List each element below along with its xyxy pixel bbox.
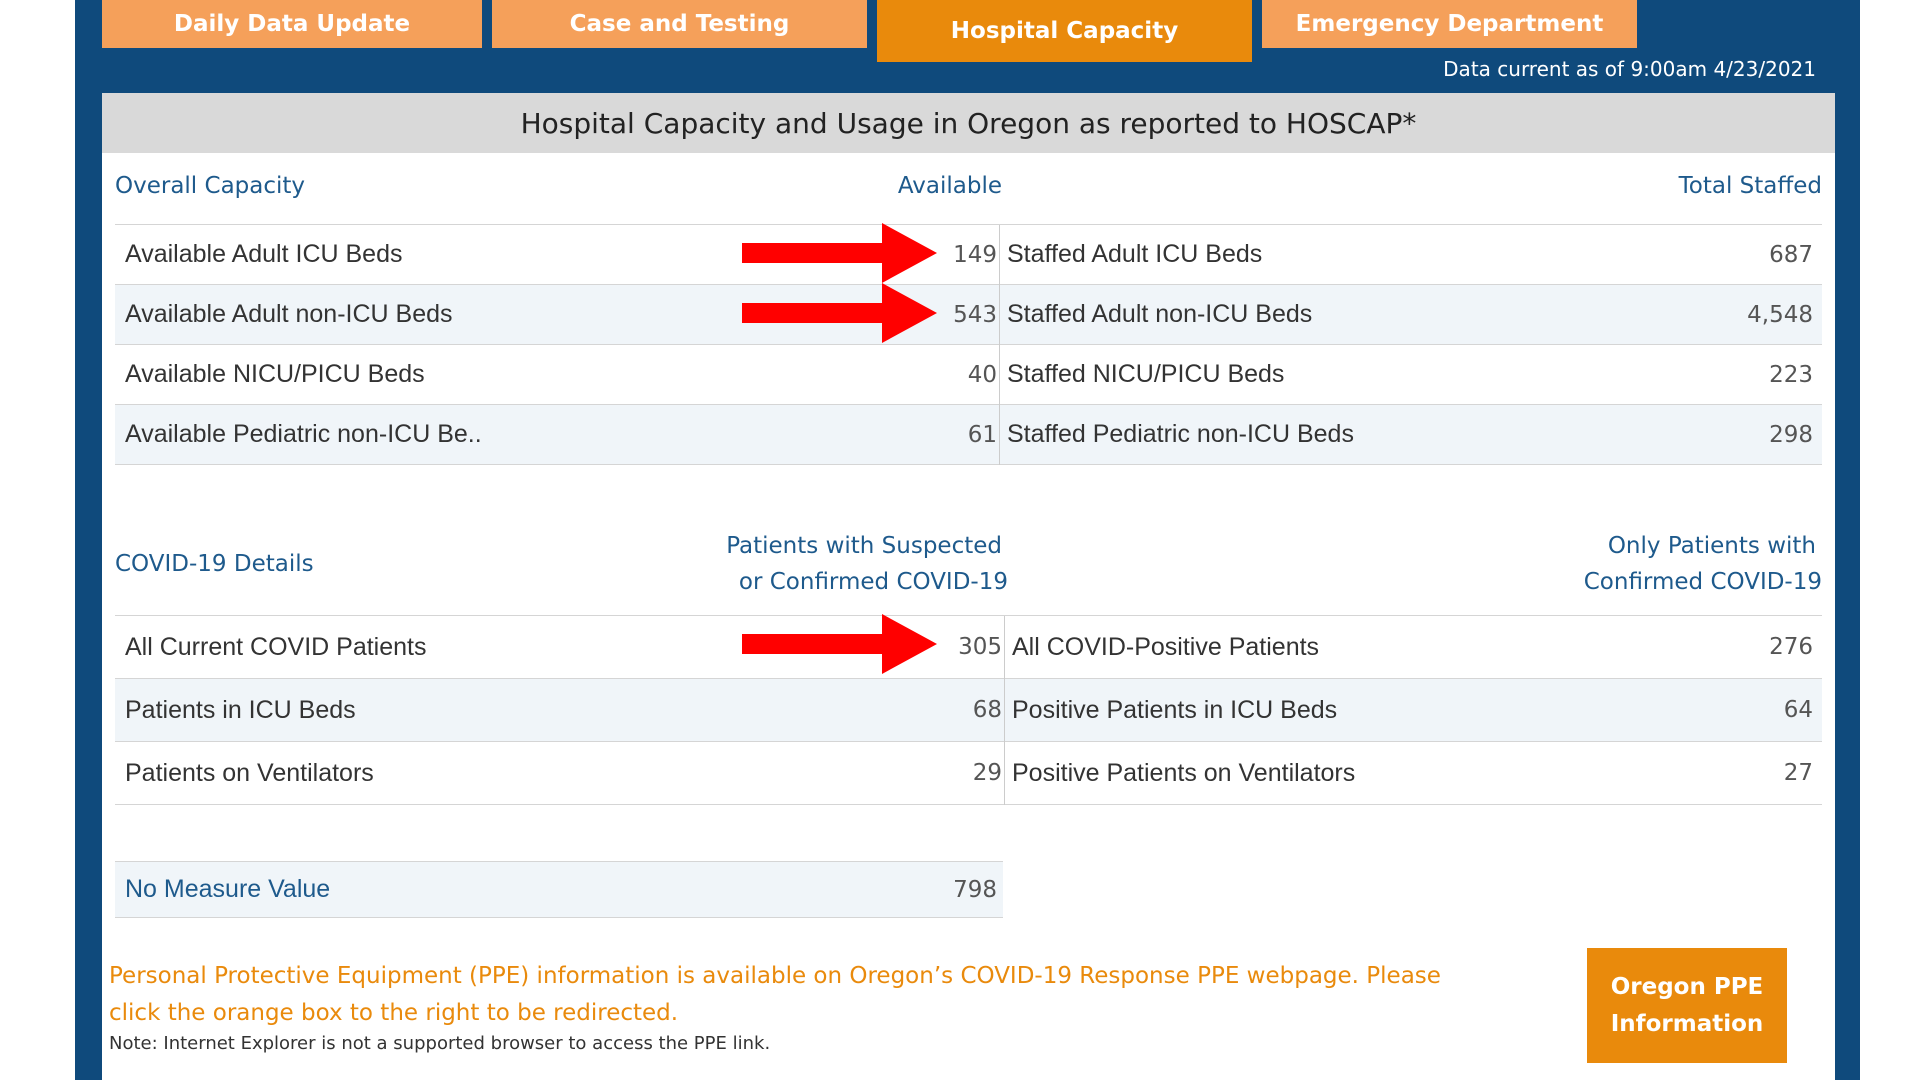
tab-daily-data-update[interactable]: Daily Data Update <box>102 0 482 48</box>
available-value: 149 <box>953 241 997 268</box>
suspected-confirmed-header-line1: Patients with Suspected <box>726 533 1002 559</box>
staffed-value: 298 <box>1769 421 1813 448</box>
confirmed-only-header-line2: Confirmed COVID-19 <box>1583 569 1822 595</box>
confirmed-value: 276 <box>1769 634 1813 660</box>
staffed-label: Staffed Pediatric non-ICU Beds <box>1007 420 1354 448</box>
arrow-right-icon <box>742 614 937 674</box>
table-row: All Current COVID Patients 305 All COVID… <box>115 616 1822 679</box>
data-current-timestamp: Data current as of 9:00am 4/23/2021 <box>1443 57 1816 81</box>
tab-case-and-testing[interactable]: Case and Testing <box>492 0 867 48</box>
covid-details-table: All Current COVID Patients 305 All COVID… <box>115 615 1822 805</box>
available-label: Available Adult ICU Beds <box>125 240 403 268</box>
suspected-value: 305 <box>958 634 1002 660</box>
staffed-label: Staffed Adult ICU Beds <box>1007 240 1263 268</box>
total-staffed-header: Total Staffed <box>1678 173 1822 199</box>
column-divider <box>1004 616 1005 805</box>
covid-details-label: COVID-19 Details <box>115 551 314 577</box>
table-row: Available Pediatric non-ICU Be.. 61 Staf… <box>115 405 1822 465</box>
overall-capacity-label: Overall Capacity <box>115 173 306 199</box>
tab-emergency-department[interactable]: Emergency Department <box>1262 0 1637 48</box>
staffed-value: 687 <box>1769 241 1813 268</box>
arrow-right-icon <box>742 223 937 283</box>
ppe-button-line1: Oregon PPE <box>1610 973 1764 1000</box>
suspected-value: 29 <box>972 760 1002 786</box>
no-measure-value: 798 <box>953 876 997 903</box>
available-label: Available NICU/PICU Beds <box>125 360 425 388</box>
overall-capacity-table: Available Adult ICU Beds 149 Staffed Adu… <box>115 224 1822 465</box>
panel-title: Hospital Capacity and Usage in Oregon as… <box>102 93 1835 153</box>
table-row: Patients on Ventilators 29 Positive Pati… <box>115 742 1822 805</box>
confirmed-value: 27 <box>1783 760 1813 786</box>
no-measure-label: No Measure Value <box>125 875 331 903</box>
suspected-label: Patients on Ventilators <box>125 758 374 787</box>
staffed-label: Staffed NICU/PICU Beds <box>1007 360 1285 388</box>
confirmed-label: Positive Patients in ICU Beds <box>1012 695 1338 724</box>
confirmed-label: Positive Patients on Ventilators <box>1012 758 1356 787</box>
suspected-confirmed-header-line2: or Confirmed COVID-19 <box>738 569 1008 595</box>
staffed-value: 223 <box>1769 361 1813 388</box>
table-row: Available Adult ICU Beds 149 Staffed Adu… <box>115 225 1822 285</box>
available-label: Available Adult non-ICU Beds <box>125 300 453 328</box>
confirmed-value: 64 <box>1783 697 1813 723</box>
staffed-value: 4,548 <box>1747 301 1813 328</box>
ppe-browser-note: Note: Internet Explorer is not a support… <box>109 1033 771 1054</box>
available-value: 543 <box>953 301 997 328</box>
tab-hospital-capacity[interactable]: Hospital Capacity <box>877 0 1252 62</box>
arrow-right-icon <box>742 283 937 343</box>
column-divider <box>999 225 1000 465</box>
confirmed-label: All COVID-Positive Patients <box>1012 632 1320 661</box>
table-row: Patients in ICU Beds 68 Positive Patient… <box>115 679 1822 742</box>
table-row: Available NICU/PICU Beds 40 Staffed NICU… <box>115 345 1822 405</box>
confirmed-only-header-line1: Only Patients with <box>1607 533 1816 559</box>
available-value: 61 <box>967 421 997 448</box>
available-header: Available <box>897 173 1002 199</box>
staffed-label: Staffed Adult non-ICU Beds <box>1007 300 1313 328</box>
suspected-value: 68 <box>972 697 1002 723</box>
available-label: Available Pediatric non-ICU Be.. <box>125 420 482 448</box>
no-measure-row: No Measure Value 798 <box>115 861 1003 918</box>
suspected-label: Patients in ICU Beds <box>125 695 356 724</box>
suspected-label: All Current COVID Patients <box>125 632 427 661</box>
available-value: 40 <box>967 361 997 388</box>
oregon-ppe-button[interactable]: Oregon PPE Information <box>1587 948 1787 1063</box>
ppe-button-line2: Information <box>1610 1010 1764 1037</box>
ppe-info-text: Personal Protective Equipment (PPE) info… <box>109 958 1559 1032</box>
table-row: Available Adult non-ICU Beds 543 Staffed… <box>115 285 1822 345</box>
ppe-info-line1: Personal Protective Equipment (PPE) info… <box>109 963 1441 989</box>
ppe-info-line2: click the orange box to the right to be … <box>109 1000 679 1026</box>
hospital-capacity-panel: Hospital Capacity and Usage in Oregon as… <box>102 93 1835 1080</box>
